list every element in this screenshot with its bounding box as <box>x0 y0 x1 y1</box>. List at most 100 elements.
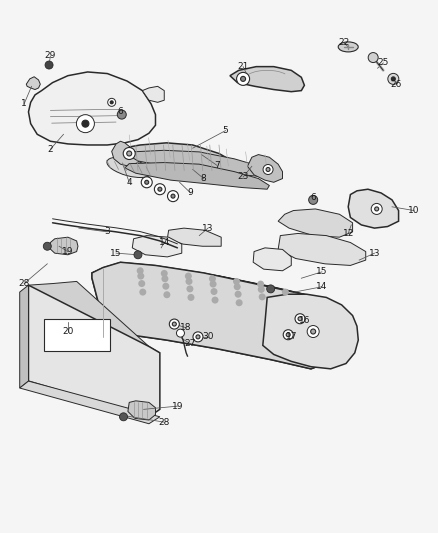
Text: 26: 26 <box>391 80 402 88</box>
Circle shape <box>163 291 170 298</box>
Text: 19: 19 <box>62 247 74 256</box>
Polygon shape <box>28 285 160 417</box>
Polygon shape <box>167 228 221 246</box>
Polygon shape <box>278 233 366 265</box>
Circle shape <box>374 207 379 211</box>
Circle shape <box>139 288 146 296</box>
Text: 14: 14 <box>316 282 328 291</box>
Text: 12: 12 <box>343 229 354 238</box>
Text: 15: 15 <box>316 268 328 276</box>
Text: 8: 8 <box>201 174 207 183</box>
Text: 28: 28 <box>159 418 170 426</box>
Text: 7: 7 <box>214 161 220 169</box>
Circle shape <box>286 333 290 337</box>
FancyBboxPatch shape <box>44 319 110 351</box>
Circle shape <box>123 148 135 159</box>
Circle shape <box>236 299 243 306</box>
Polygon shape <box>348 189 399 228</box>
Polygon shape <box>92 262 331 301</box>
Circle shape <box>309 196 318 204</box>
Text: 25: 25 <box>378 59 389 67</box>
Polygon shape <box>129 150 267 177</box>
Circle shape <box>162 275 168 282</box>
Text: 28: 28 <box>18 279 30 288</box>
Circle shape <box>134 251 142 259</box>
Text: 30: 30 <box>202 333 214 341</box>
Circle shape <box>185 272 192 280</box>
Text: 6: 6 <box>310 193 316 201</box>
Polygon shape <box>230 67 304 92</box>
Text: 13: 13 <box>369 249 380 257</box>
Circle shape <box>298 317 302 321</box>
Text: 9: 9 <box>187 189 194 197</box>
Circle shape <box>311 329 316 334</box>
Polygon shape <box>92 265 331 369</box>
Circle shape <box>283 330 293 340</box>
Circle shape <box>196 335 200 339</box>
Circle shape <box>127 151 132 156</box>
Polygon shape <box>28 72 155 145</box>
Circle shape <box>158 187 162 191</box>
Polygon shape <box>28 281 160 356</box>
Text: 6: 6 <box>117 108 124 116</box>
Polygon shape <box>20 285 28 388</box>
Circle shape <box>117 110 126 119</box>
Circle shape <box>154 184 166 195</box>
Circle shape <box>110 101 113 104</box>
Circle shape <box>263 165 273 174</box>
Text: 18: 18 <box>180 324 192 332</box>
Polygon shape <box>20 381 160 424</box>
Text: 27: 27 <box>185 340 196 348</box>
Circle shape <box>76 115 95 133</box>
Polygon shape <box>120 143 234 172</box>
Circle shape <box>138 280 145 287</box>
Circle shape <box>170 319 179 329</box>
Polygon shape <box>26 77 40 90</box>
Text: 22: 22 <box>338 38 350 47</box>
Circle shape <box>209 275 216 282</box>
Text: 2: 2 <box>48 145 53 154</box>
Ellipse shape <box>107 157 152 177</box>
Circle shape <box>161 270 168 277</box>
Circle shape <box>137 267 144 274</box>
Text: 15: 15 <box>110 249 122 257</box>
Polygon shape <box>49 237 78 255</box>
Circle shape <box>211 288 218 295</box>
Text: 14: 14 <box>159 238 170 247</box>
Circle shape <box>162 282 170 290</box>
Circle shape <box>187 294 194 301</box>
Circle shape <box>235 290 242 298</box>
Circle shape <box>234 283 240 290</box>
Circle shape <box>108 98 116 107</box>
Circle shape <box>371 204 382 214</box>
Circle shape <box>210 280 216 288</box>
Circle shape <box>187 285 194 293</box>
Circle shape <box>145 180 149 184</box>
Circle shape <box>43 242 51 251</box>
Text: 10: 10 <box>408 206 420 215</box>
Text: 16: 16 <box>299 317 310 325</box>
Circle shape <box>388 74 399 84</box>
Text: 19: 19 <box>172 402 183 410</box>
Circle shape <box>171 194 175 198</box>
Polygon shape <box>128 401 155 420</box>
Text: 13: 13 <box>202 224 214 232</box>
Circle shape <box>237 72 250 85</box>
Circle shape <box>138 272 144 280</box>
Circle shape <box>193 332 203 342</box>
Polygon shape <box>132 236 182 257</box>
Circle shape <box>141 177 152 188</box>
Text: 20: 20 <box>62 327 74 336</box>
Polygon shape <box>263 294 358 369</box>
Text: 1: 1 <box>21 100 27 108</box>
Circle shape <box>257 280 264 288</box>
Circle shape <box>258 286 265 293</box>
Text: 17: 17 <box>286 333 297 341</box>
Circle shape <box>167 191 179 201</box>
Text: 23: 23 <box>237 173 249 181</box>
Circle shape <box>259 293 266 301</box>
Circle shape <box>282 288 289 296</box>
Circle shape <box>240 76 246 82</box>
Polygon shape <box>112 141 138 166</box>
Polygon shape <box>92 262 331 369</box>
